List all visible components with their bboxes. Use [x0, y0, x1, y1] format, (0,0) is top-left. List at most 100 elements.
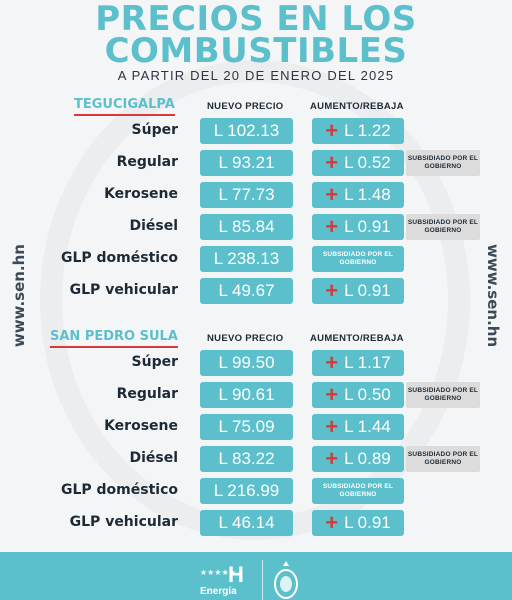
- subsidy-note: SUBSIDIADO POR EL GOBIERNO: [406, 214, 480, 240]
- price-box: L 93.21: [200, 150, 293, 176]
- change-value: L 1.17: [344, 353, 391, 372]
- change-value: L 0.50: [344, 385, 391, 404]
- change-box: + L 0.91: [312, 214, 404, 240]
- price-value: L 85.84: [218, 217, 275, 236]
- city-heading-tegucigalpa: TEGUCIGALPA: [74, 97, 175, 116]
- price-box: L 85.84: [200, 214, 293, 240]
- fuel-name: Súper: [131, 122, 178, 138]
- subsidy-note: SUBSIDIADO POR EL GOBIERNO: [406, 382, 480, 408]
- subsidy-note: SUBSIDIADO POR EL GOBIERNO: [406, 150, 480, 176]
- change-box: + L 0.91: [312, 510, 404, 536]
- change-box-subsidized: SUBSIDIADO POR EL GOBIERNO: [312, 478, 404, 504]
- table-row: Diésel L 83.22 + L 0.89 SUBSIDIADO POR EL…: [0, 446, 512, 472]
- h-logo-letter: H: [228, 562, 244, 587]
- price-box: L 49.67: [200, 278, 293, 304]
- price-value: L 75.09: [218, 417, 275, 436]
- stars-icon: ★★★★★: [200, 568, 236, 577]
- fuel-name: Diésel: [129, 218, 178, 234]
- subsidy-label: SUBSIDIADO POR EL GOBIERNO: [322, 483, 394, 498]
- change-box: + L 1.22: [312, 118, 404, 144]
- page-title-line2: COMBUSTIBLES: [104, 31, 408, 71]
- change-box: + L 0.52: [312, 150, 404, 176]
- price-value: L 102.13: [213, 121, 280, 140]
- table-row: GLP doméstico L 216.99 SUBSIDIADO POR EL…: [0, 478, 512, 504]
- table-row: Regular L 93.21 + L 0.52 SUBSIDIADO POR E…: [0, 150, 512, 176]
- energia-logo: ★★★★★ H Energía: [200, 562, 254, 600]
- fuel-name: GLP vehicular: [69, 514, 178, 530]
- plus-icon: +: [325, 414, 339, 439]
- price-box: L 75.09: [200, 414, 293, 440]
- table-row: Regular L 90.61 + L 0.50 SUBSIDIADO POR E…: [0, 382, 512, 408]
- fuel-name: Diésel: [129, 450, 178, 466]
- plus-icon: +: [325, 510, 339, 535]
- change-value: L 1.48: [344, 185, 391, 204]
- plus-icon: +: [325, 150, 339, 175]
- table-row: GLP doméstico L 238.13 SUBSIDIADO POR EL…: [0, 246, 512, 272]
- price-box: L 90.61: [200, 382, 293, 408]
- price-value: L 99.50: [218, 353, 275, 372]
- fuel-name: Regular: [116, 154, 178, 170]
- plus-icon: +: [325, 446, 339, 471]
- change-value: L 1.22: [344, 121, 391, 140]
- column-header-change: AUMENTO/REBAJA: [310, 333, 404, 344]
- plus-icon: +: [325, 214, 339, 239]
- page-title-line1: PRECIOS EN LOS: [95, 0, 417, 39]
- price-value: L 93.21: [218, 153, 275, 172]
- page-subtitle: A PARTIR DEL 20 DE ENERO DEL 2025: [117, 68, 395, 83]
- price-box: L 83.22: [200, 446, 293, 472]
- column-header-price: NUEVO PRECIO: [207, 333, 284, 344]
- table-row: Diésel L 85.84 + L 0.91 SUBSIDIADO POR EL…: [0, 214, 512, 240]
- change-value: L 1.44: [344, 417, 391, 436]
- change-box: + L 1.48: [312, 182, 404, 208]
- price-value: L 49.67: [218, 281, 275, 300]
- price-value: L 238.13: [213, 249, 280, 268]
- plus-icon: +: [325, 182, 339, 207]
- footer-bar: [0, 552, 512, 600]
- price-value: L 77.73: [218, 185, 275, 204]
- plus-icon: +: [325, 350, 339, 375]
- fuel-name: GLP doméstico: [60, 482, 178, 498]
- price-box: L 216.99: [200, 478, 293, 504]
- table-row: GLP vehicular L 49.67 + L 0.91: [0, 278, 512, 304]
- fuel-name: GLP vehicular: [69, 282, 178, 298]
- table-row: GLP vehicular L 46.14 + L 0.91: [0, 510, 512, 536]
- price-value: L 46.14: [218, 513, 275, 532]
- fuel-name: GLP doméstico: [60, 250, 178, 266]
- price-box: L 77.73: [200, 182, 293, 208]
- price-box: L 99.50: [200, 350, 293, 376]
- brand-label: Energía: [200, 586, 237, 597]
- price-value: L 216.99: [213, 481, 280, 500]
- change-box-subsidized: SUBSIDIADO POR EL GOBIERNO: [312, 246, 404, 272]
- plus-icon: +: [325, 278, 339, 303]
- change-box: + L 1.44: [312, 414, 404, 440]
- fuel-name: Súper: [131, 354, 178, 370]
- column-header-change: AUMENTO/REBAJA: [310, 101, 404, 112]
- price-box: L 102.13: [200, 118, 293, 144]
- footer-divider: [262, 560, 263, 600]
- subsidy-label: SUBSIDIADO POR EL GOBIERNO: [322, 251, 394, 266]
- table-row: Súper L 99.50 + L 1.17: [0, 350, 512, 376]
- fuel-name: Regular: [116, 386, 178, 402]
- change-value: L 0.89: [344, 449, 391, 468]
- change-box: + L 1.17: [312, 350, 404, 376]
- fuel-name: Kerosene: [104, 186, 178, 202]
- change-value: L 0.91: [344, 281, 391, 300]
- city-heading-san-pedro-sula: SAN PEDRO SULA: [50, 329, 178, 348]
- column-header-price: NUEVO PRECIO: [207, 101, 284, 112]
- change-box: + L 0.91: [312, 278, 404, 304]
- change-box: + L 0.89: [312, 446, 404, 472]
- subsidy-note: SUBSIDIADO POR EL GOBIERNO: [406, 446, 480, 472]
- side-url-right: www.sen.hn: [484, 244, 502, 348]
- change-box: + L 0.50: [312, 382, 404, 408]
- change-value: L 0.91: [344, 513, 391, 532]
- plus-icon: +: [325, 382, 339, 407]
- fuel-name: Kerosene: [104, 418, 178, 434]
- price-value: L 90.61: [218, 385, 275, 404]
- price-box: L 238.13: [200, 246, 293, 272]
- plus-icon: +: [325, 118, 339, 143]
- table-row: Kerosene L 77.73 + L 1.48: [0, 182, 512, 208]
- table-row: Súper L 102.13 + L 1.22: [0, 118, 512, 144]
- price-box: L 46.14: [200, 510, 293, 536]
- price-value: L 83.22: [218, 449, 275, 468]
- table-row: Kerosene L 75.09 + L 1.44: [0, 414, 512, 440]
